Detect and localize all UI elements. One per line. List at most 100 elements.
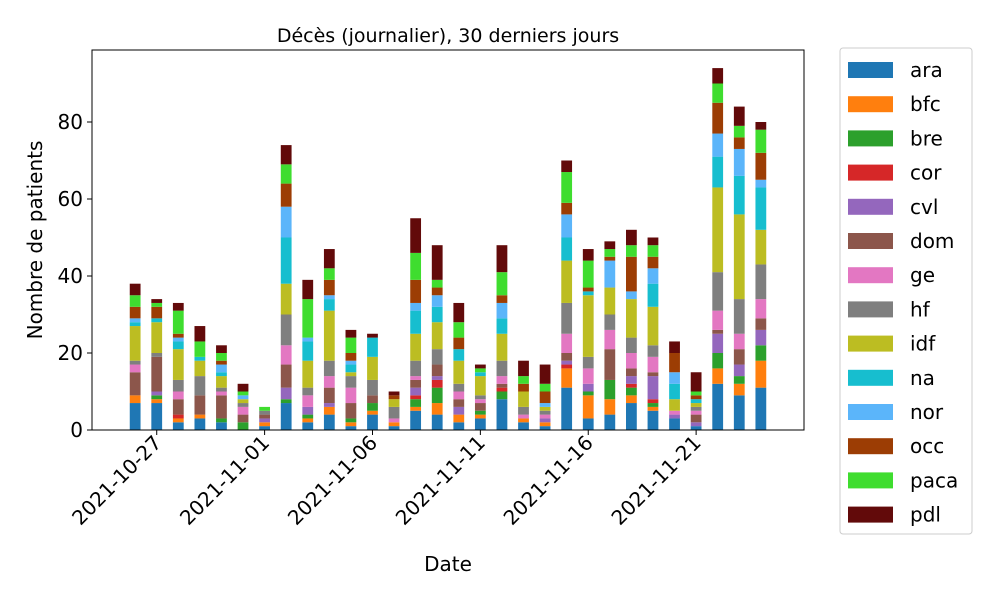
bar-segment xyxy=(669,341,680,353)
bar-segment xyxy=(129,283,141,296)
legend-label: nor xyxy=(910,400,944,424)
bar-segment xyxy=(129,372,141,396)
bar-segment xyxy=(194,418,206,430)
bar-segment xyxy=(431,403,443,415)
legend-label: dom xyxy=(910,229,954,253)
bar-segment xyxy=(582,295,594,357)
bar-segment xyxy=(712,333,724,353)
legend-swatch xyxy=(848,369,893,386)
bar-segment xyxy=(712,368,724,384)
bar-segment xyxy=(194,356,206,361)
bar-segment xyxy=(604,260,616,288)
bar-segment xyxy=(388,399,400,407)
bar-segment xyxy=(474,410,486,415)
bar-segment xyxy=(604,287,616,315)
bar-segment xyxy=(626,229,637,246)
bar-segment xyxy=(280,237,292,284)
bar-segment xyxy=(647,245,659,257)
legend-label: bfc xyxy=(910,92,941,116)
bar-segment xyxy=(216,364,227,373)
y-tick-label: 40 xyxy=(58,264,83,288)
bar-segment xyxy=(496,391,508,400)
bar-segment xyxy=(539,414,551,419)
y-axis-label: Nombre de patients xyxy=(23,141,47,340)
bar-segment xyxy=(690,426,702,430)
bar-segment xyxy=(323,360,335,377)
bar-segment xyxy=(431,387,443,404)
bar-segment xyxy=(582,395,594,419)
bar-segment xyxy=(388,422,400,427)
bar-segment xyxy=(539,406,551,411)
bar-segment xyxy=(216,372,227,377)
legend-label: cvl xyxy=(910,195,938,219)
bar-segment xyxy=(345,376,357,388)
bar-segment xyxy=(539,364,551,384)
bar-segment xyxy=(626,383,637,388)
bar-segment xyxy=(431,414,443,430)
legend-swatch xyxy=(848,335,893,352)
bar-segment xyxy=(431,364,443,377)
bar-segment xyxy=(733,148,745,176)
bar-segment xyxy=(302,299,314,338)
bar-segment xyxy=(669,418,680,430)
bar-segment xyxy=(259,426,270,430)
legend-label: ara xyxy=(910,58,943,82)
legend-label: idf xyxy=(910,332,936,356)
bar-segment xyxy=(323,279,335,296)
bar-segment xyxy=(626,299,637,338)
bar-segment xyxy=(237,383,249,392)
bar-segment xyxy=(151,352,163,357)
bar-segment xyxy=(474,364,486,369)
bar-segment xyxy=(604,314,616,330)
bar-segment xyxy=(561,214,573,238)
legend-label: na xyxy=(910,366,935,390)
bar-segment xyxy=(669,352,680,373)
bar-segment xyxy=(410,333,422,361)
bar-segment xyxy=(733,125,745,138)
bar-segment xyxy=(431,279,443,288)
bar-segment xyxy=(712,102,724,134)
bar-segment xyxy=(518,414,529,419)
bar-segment xyxy=(280,403,292,430)
bar-segment xyxy=(345,418,357,423)
bar-segment xyxy=(172,333,184,338)
bar-segment xyxy=(474,368,486,373)
bar-segment xyxy=(582,260,594,288)
bar-segment xyxy=(280,314,292,346)
bar-segment xyxy=(518,376,529,384)
bar-segment xyxy=(259,406,270,411)
bar-segment xyxy=(431,349,443,365)
bar-segment xyxy=(172,414,184,419)
bar-segment xyxy=(712,383,724,430)
bar-segment xyxy=(712,133,724,157)
bar-segment xyxy=(755,264,767,300)
bar-segment xyxy=(626,291,637,300)
bar-segment xyxy=(453,391,465,400)
bar-segment xyxy=(453,399,465,407)
bar-segment xyxy=(496,333,508,361)
bar-segment xyxy=(561,368,573,388)
bar-segment xyxy=(280,183,292,207)
y-tick-label: 60 xyxy=(58,187,83,211)
bar-segment xyxy=(194,360,206,377)
bar-segment xyxy=(345,352,357,361)
bar-segment xyxy=(194,395,206,415)
bar-segment xyxy=(388,426,400,430)
bar-segment xyxy=(280,364,292,388)
bar-segment xyxy=(496,399,508,430)
bar-segment xyxy=(259,410,270,415)
bar-segment xyxy=(151,318,163,323)
bar-segment xyxy=(626,245,637,257)
bar-segment xyxy=(216,395,227,419)
legend-label: paca xyxy=(910,468,958,492)
bar-segment xyxy=(690,414,702,423)
bar-segment xyxy=(129,403,141,430)
bar-segment xyxy=(453,337,465,350)
bar-segment xyxy=(129,295,141,307)
x-tick-label: 2021-11-06 xyxy=(283,431,382,530)
bar-segment xyxy=(431,306,443,323)
bar-segment xyxy=(755,299,767,319)
bar-segment xyxy=(733,214,745,300)
bar-segment xyxy=(388,418,400,423)
bar-segment xyxy=(474,376,486,396)
